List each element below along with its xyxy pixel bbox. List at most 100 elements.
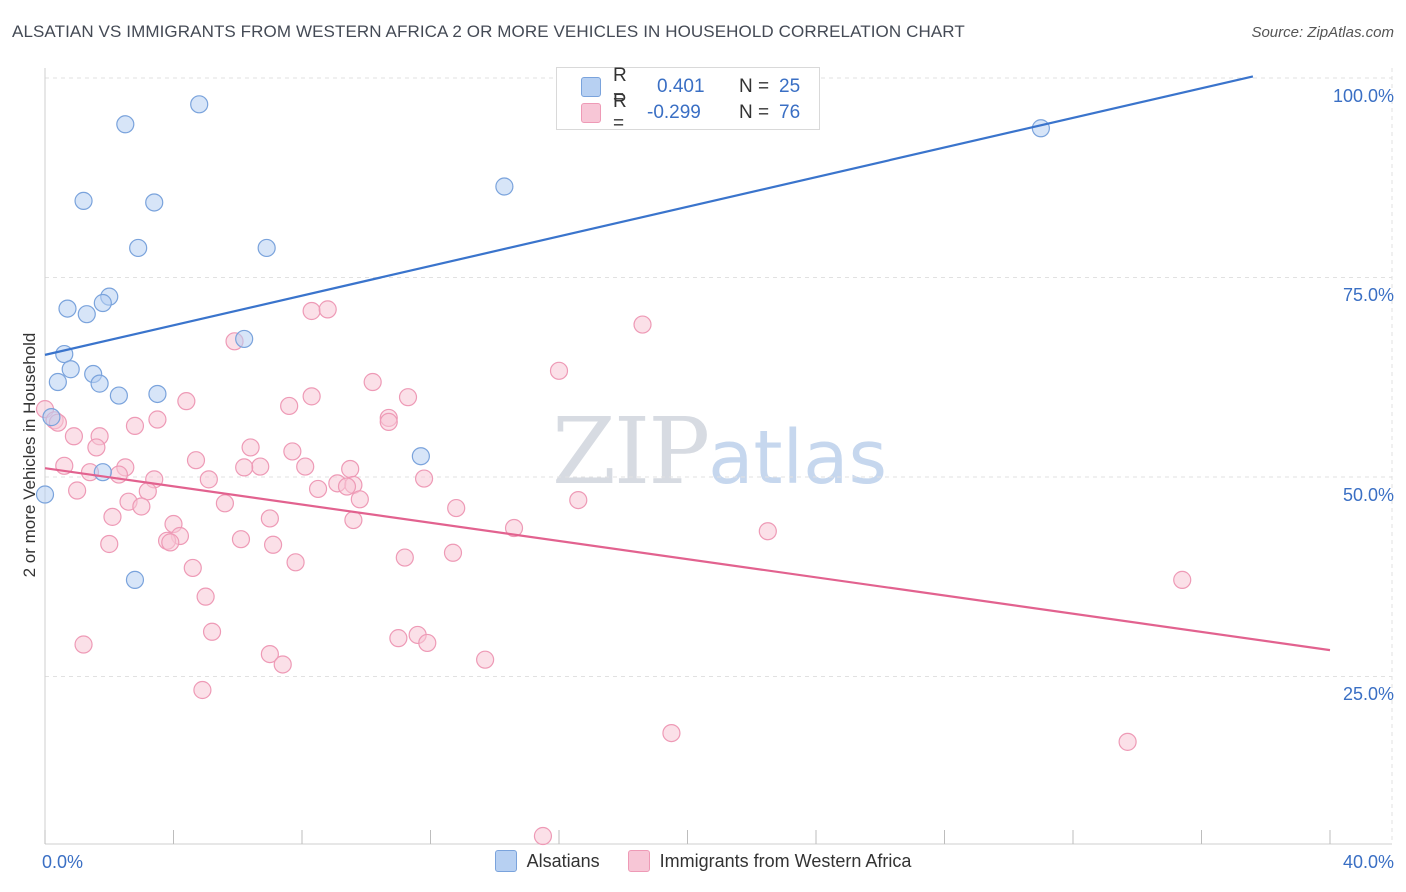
immigrants-point <box>633 315 652 334</box>
axes <box>44 68 1392 845</box>
immigrants-point <box>235 458 254 477</box>
immigrants-point <box>273 655 292 674</box>
series-alsatians <box>35 95 1050 589</box>
alsatians-point <box>58 299 77 318</box>
alsatians-point <box>42 408 61 427</box>
immigrants-point <box>199 470 218 489</box>
series-legend: Alsatians Immigrants from Western Africa <box>0 850 1406 872</box>
immigrants-point <box>215 494 234 513</box>
immigrants-point <box>395 548 414 567</box>
alsatians-point <box>125 570 145 589</box>
immigrants-point <box>447 498 466 518</box>
immigrants-point <box>241 438 260 457</box>
legend-row-alsatians: R = 0.401 N = 25 <box>581 65 800 108</box>
alsatians-legend-label: Alsatians <box>526 850 600 871</box>
immigrants-point <box>148 410 167 429</box>
immigrants-point <box>260 644 279 664</box>
immigrants-legend-label: Immigrants from Western Africa <box>659 850 912 871</box>
legend-item-immigrants[interactable]: Immigrants from Western Africa <box>627 850 912 872</box>
immigrants-point <box>302 387 321 406</box>
alsatians-point <box>190 95 209 114</box>
alsatians-point <box>93 293 112 313</box>
n-label: N = <box>739 102 770 123</box>
legend-row-immigrants: R = -0.299 N = 76 <box>581 91 801 134</box>
alsatians-point <box>35 485 55 504</box>
alsatians-point <box>235 329 254 349</box>
alsatians-point <box>48 372 67 392</box>
immigrants-point <box>344 510 363 530</box>
immigrants-point <box>398 388 418 407</box>
immigrants-point <box>87 438 106 457</box>
chart-title: ALSATIAN VS IMMIGRANTS FROM WESTERN AFRI… <box>12 22 965 41</box>
alsatians-point <box>74 191 93 210</box>
legend-item-alsatians[interactable]: Alsatians <box>494 850 600 872</box>
series-immigrants-western-africa <box>35 300 1192 846</box>
immigrants-point <box>476 650 495 669</box>
immigrants-point <box>125 416 145 435</box>
alsatians-point <box>116 115 135 134</box>
immigrants-point <box>251 457 270 476</box>
immigrants-point <box>569 490 588 510</box>
alsatians-point <box>109 386 128 405</box>
immigrants-point <box>504 518 524 538</box>
immigrants-point <box>1173 570 1192 589</box>
alsatians-point <box>129 238 148 258</box>
immigrants-point <box>177 392 196 411</box>
trend-lines <box>44 75 1331 652</box>
immigrants-point <box>758 522 777 541</box>
immigrants-point <box>263 535 283 554</box>
immigrants-point <box>414 469 434 488</box>
alsatians-point <box>411 447 430 466</box>
immigrants-point <box>280 396 299 416</box>
y-tick-label: 100.0% <box>1332 86 1394 106</box>
r-value: -0.299 <box>647 102 701 123</box>
immigrants-point <box>389 629 408 648</box>
immigrants-point <box>418 633 437 653</box>
immigrants-point <box>196 587 215 606</box>
n-value: 76 <box>779 102 801 123</box>
immigrants-point <box>363 372 382 392</box>
immigrants-trend-line <box>44 467 1331 652</box>
y-tick-label: 75.0% <box>1342 285 1394 306</box>
r-label: R = <box>613 65 627 108</box>
immigrants-point <box>186 451 206 470</box>
y-tick-label: 50.0% <box>1342 484 1394 505</box>
immigrants-point <box>231 530 251 549</box>
alsatians-point <box>61 360 80 379</box>
watermark-logo: ZIPatlas <box>552 398 887 505</box>
watermark-zip: ZIP <box>552 398 710 505</box>
alsatians-swatch <box>581 77 601 97</box>
immigrants-point <box>100 534 119 554</box>
immigrants-point <box>533 826 553 846</box>
immigrants-point <box>161 533 180 552</box>
watermark-atlas: atlas <box>708 415 887 501</box>
immigrants-point <box>138 482 157 501</box>
y-tick-label: 25.0% <box>1342 684 1394 705</box>
x-tick-label-min: 0.0% <box>42 852 84 872</box>
alsatians-trend-line <box>44 75 1254 356</box>
immigrants-point <box>308 479 328 499</box>
immigrants-point <box>443 543 463 562</box>
immigrants-point <box>64 427 84 446</box>
r-value: 0.401 <box>657 76 705 97</box>
immigrants-legend-swatch <box>627 850 650 872</box>
immigrants-point <box>296 457 315 476</box>
immigrants-point <box>379 412 398 432</box>
alsatians-point <box>495 177 514 196</box>
gridlines <box>45 68 1393 844</box>
alsatians-point <box>1031 119 1050 138</box>
source-attribution[interactable]: Source: ZipAtlas.com <box>1251 24 1394 41</box>
immigrants-point <box>183 558 202 578</box>
alsatians-legend-swatch <box>494 850 517 872</box>
immigrants-point <box>337 477 357 496</box>
immigrants-point <box>350 490 369 509</box>
immigrants-point <box>1118 732 1137 751</box>
immigrants-point <box>132 497 151 516</box>
immigrants-point <box>662 723 681 743</box>
immigrants-point <box>74 635 93 654</box>
immigrants-point <box>549 361 569 380</box>
immigrants-point <box>341 459 360 479</box>
r-label: R = <box>613 91 627 134</box>
alsatians-point <box>90 374 109 393</box>
immigrants-point <box>103 507 122 526</box>
